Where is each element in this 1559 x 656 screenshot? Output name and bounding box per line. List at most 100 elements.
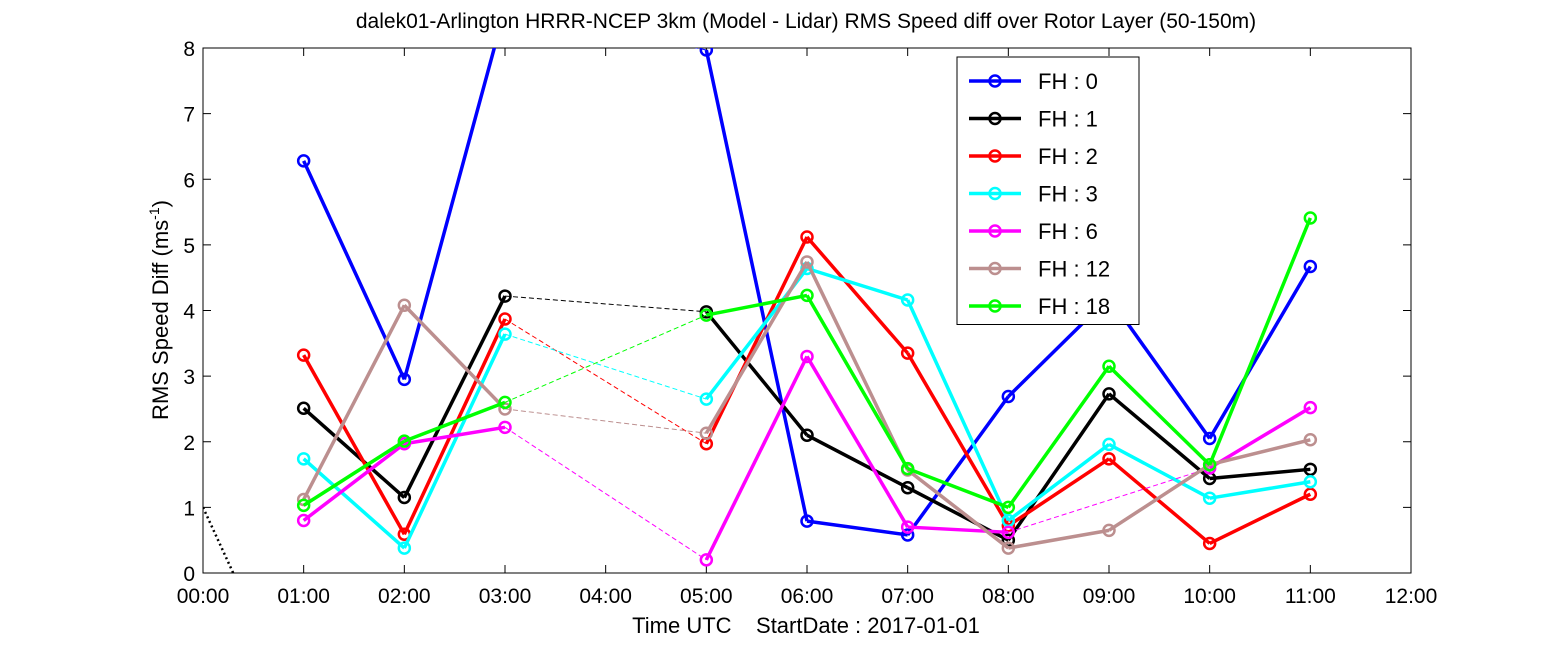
data-point — [498, 395, 512, 410]
series-segment — [806, 266, 909, 302]
series-2 — [296, 230, 1318, 551]
data-point — [900, 293, 915, 307]
data-point — [1001, 533, 1016, 547]
data-point — [1102, 452, 1116, 466]
legend-label: FH : 18 — [1038, 294, 1110, 319]
data-point — [1102, 437, 1116, 452]
data-point — [800, 514, 814, 528]
data-point — [800, 255, 814, 269]
series-segment — [1008, 528, 1110, 550]
data-point — [800, 349, 814, 364]
series-segment — [704, 49, 809, 522]
series-segment — [403, 400, 506, 443]
data-point — [1202, 431, 1217, 446]
series-segment — [806, 519, 908, 537]
y-tick-label: 4 — [183, 301, 195, 324]
legend-swatch-marker — [988, 224, 1002, 238]
data-point — [900, 461, 915, 476]
series-segment — [302, 354, 406, 536]
series-gap-segment — [504, 295, 707, 313]
x-tick-label: 12:00 — [1385, 585, 1438, 608]
series-segment — [805, 355, 910, 528]
x-tick-label: 00:00 — [177, 585, 230, 608]
series-layer — [203, 48, 1318, 573]
legend-swatch-marker — [988, 299, 1002, 313]
x-tick-label: 11:00 — [1285, 585, 1336, 608]
series-segment — [1107, 457, 1211, 545]
data-point — [397, 298, 412, 312]
series-segment — [906, 468, 1010, 550]
data-point — [498, 312, 512, 326]
data-point — [1202, 536, 1217, 551]
series-segment — [704, 355, 809, 561]
y-tick-label: 5 — [183, 235, 195, 258]
x-tick-label: 05:00 — [680, 585, 733, 608]
series-segment — [906, 395, 1010, 536]
x-tick-label: 10:00 — [1183, 585, 1236, 608]
data-point — [699, 553, 714, 567]
series-segment — [1007, 457, 1110, 528]
series-6 — [296, 211, 1318, 515]
x-tick-label: 06:00 — [781, 585, 834, 608]
series-segment — [704, 310, 809, 437]
series-segment — [1006, 365, 1111, 509]
data-point — [1303, 211, 1318, 225]
data-point — [296, 348, 311, 362]
x-tick-label: 01:00 — [277, 585, 330, 608]
data-point — [1303, 400, 1318, 415]
data-point — [1303, 462, 1318, 477]
data-point — [800, 428, 814, 442]
legend-swatch-marker — [988, 261, 1002, 276]
data-point — [1001, 389, 1016, 404]
x-axis: 00:00 01:00 02:00 03:00 04:00 05:00 06:00 07:00… — [177, 48, 1438, 608]
series-segment — [1108, 463, 1211, 532]
data-point — [296, 513, 311, 528]
series-segment — [1208, 265, 1312, 440]
series-segment — [805, 235, 909, 355]
y-tick-label: 1 — [183, 497, 195, 520]
data-point — [296, 154, 311, 168]
series-5 — [296, 255, 1318, 555]
data-point — [1001, 525, 1016, 540]
data-point — [1102, 523, 1116, 538]
legend-label: FH : 12 — [1038, 257, 1110, 282]
data-point — [397, 541, 412, 555]
legend-label: FH : 3 — [1038, 182, 1098, 207]
legend-swatch-marker — [988, 186, 1002, 201]
series-segment — [705, 293, 808, 317]
legend-label: FH : 0 — [1038, 69, 1098, 94]
series-segment — [806, 433, 909, 490]
data-point — [800, 230, 814, 244]
data-point — [1202, 457, 1217, 472]
y-tick-label: 0 — [183, 563, 195, 586]
data-point — [296, 498, 311, 513]
series-segment — [1107, 392, 1211, 480]
series-gap-segment — [504, 314, 707, 403]
series-4 — [296, 349, 1318, 567]
series-segment — [1208, 492, 1312, 546]
legend-box — [956, 56, 1140, 325]
legend: FH : 0 FH : 1 FH : 2 FH : 3 FH : 6 FH : 12 FH … — [956, 56, 1140, 325]
series-segment — [1107, 365, 1211, 466]
data-point — [1001, 541, 1016, 555]
data-point — [1303, 433, 1318, 447]
data-point — [1303, 487, 1318, 501]
series-segment — [302, 442, 406, 522]
data-point — [1102, 359, 1116, 374]
data-point — [699, 426, 714, 440]
x-tick-label: 02:00 — [378, 585, 431, 608]
series-segment — [704, 261, 809, 435]
data-point — [900, 528, 915, 542]
series-segment — [805, 261, 910, 471]
series-segment — [1108, 442, 1211, 500]
legend-label: FH : 6 — [1038, 219, 1098, 244]
series-segment — [1209, 480, 1311, 500]
series-segment — [1208, 217, 1312, 466]
legend-label: FH : 2 — [1038, 144, 1098, 169]
series-segment — [302, 160, 406, 381]
series-segment — [1007, 442, 1111, 522]
series-segment — [907, 525, 1009, 535]
reference-dotted-line — [203, 506, 235, 573]
legend-swatch-marker — [988, 74, 1002, 88]
y-axis-label-main: RMS Speed Diff (ms — [148, 220, 173, 420]
